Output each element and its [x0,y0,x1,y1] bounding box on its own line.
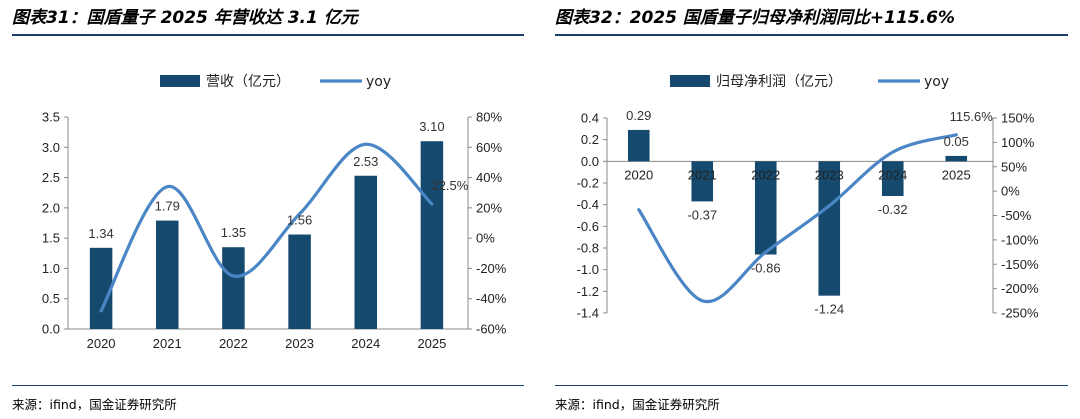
category-label: 2021 [153,336,182,351]
footer-divider-left [12,385,524,386]
category-label: 2022 [219,336,248,351]
left-axis-tick-label: -0.8 [577,241,599,256]
category-label: 2025 [942,167,971,182]
left-axis-tick-label: 2.5 [42,170,60,185]
yoy-data-label: 22.5% [431,178,468,193]
bar-data-label: 2.53 [353,154,378,169]
right-axis-tick-label: -150% [1001,257,1039,272]
bar-net-profit-2022 [754,161,777,255]
bar-data-label: 1.56 [287,213,312,228]
right-axis-tick-label: 80% [476,110,502,125]
category-label: 2020 [87,336,116,351]
right-axis-tick-label: 20% [476,200,502,215]
bar-data-label: 0.05 [944,134,969,149]
bar-data-label: 1.79 [155,199,180,214]
source-note-right: 来源：ifind，国金证券研究所 [555,397,720,412]
yoy-line-revenue [99,142,434,313]
bar-revenue-2020 [89,247,113,329]
category-label: 2024 [351,336,380,351]
bar-net-profit-2020 [627,129,650,162]
left-axis-tick-label: 1.5 [42,231,60,246]
bar-net-profit-2024 [881,161,904,196]
legend-line-label: yoy [366,74,391,90]
bar-data-label: 1.35 [221,225,246,240]
category-label: 2024 [878,167,907,182]
footer-divider-right [555,385,1068,386]
bar-revenue-2025 [420,141,444,329]
bar-data-label: -0.32 [878,202,908,217]
bar-revenue-2023 [288,234,311,329]
right-axis-tick-label: -250% [1001,306,1039,321]
left-axis-tick-label: 1.0 [42,261,60,276]
right-axis-tick-label: -50% [1001,208,1032,223]
bar-data-label: 3.10 [419,119,444,134]
right-axis-tick-label: -40% [476,291,507,306]
left-axis-tick-label: -1.4 [577,306,599,321]
category-label: 2023 [815,167,844,182]
right-axis-tick-label: 0% [476,231,495,246]
legend-bar-label: 营收（亿元） [206,74,290,90]
left-axis-tick-label: -1.0 [577,262,599,277]
title-divider-right [555,34,1068,36]
left-axis-tick-label: 2.0 [42,200,60,215]
left-axis-tick-label: -1.2 [577,284,599,299]
bar-data-label: -0.37 [687,207,717,222]
chart-title-net-profit: 图表32：2025 国盾量子归母净利润同比+115.6% [555,8,955,28]
right-axis-tick-label: 40% [476,170,502,185]
left-axis-tick-label: 0.5 [42,291,60,306]
bar-net-profit-2021 [691,161,714,202]
right-axis-tick-label: -60% [476,322,507,337]
category-label: 2023 [285,336,314,351]
category-label: 2020 [624,167,653,182]
bar-net-profit-2023 [818,161,841,296]
legend-line-label: yoy [924,74,949,90]
chart-title-revenue: 图表31：国盾量子 2025 年营收达 3.1 亿元 [12,8,358,28]
left-axis-tick-label: -0.4 [577,197,599,212]
source-note-left: 来源：ifind，国金证券研究所 [12,397,177,412]
legend-bar-swatch [670,75,710,87]
right-axis-tick-label: 100% [1001,135,1035,150]
left-axis-tick-label: 3.5 [42,110,60,125]
bar-net-profit-2025 [945,155,968,162]
right-axis-tick-label: 50% [1001,159,1027,174]
left-axis-tick-label: -0.2 [577,176,599,191]
left-axis-tick-label: 0.0 [42,322,60,337]
bar-revenue-2022 [222,247,245,329]
legend-bar-label: 归母净利润（亿元） [716,73,842,90]
category-label: 2025 [417,336,446,351]
bar-data-label: -0.86 [751,261,781,276]
left-axis-tick-label: 0.4 [581,111,599,126]
bar-revenue-2021 [156,220,179,329]
category-label: 2022 [751,167,780,182]
category-label: 2021 [688,167,717,182]
yoy-line-net-profit [637,133,958,304]
right-axis-tick-label: -100% [1001,232,1039,247]
bar-data-label: 1.34 [88,226,113,241]
left-axis-tick-label: 3.0 [42,140,60,155]
bar-data-label: -1.24 [814,302,844,317]
bar-data-label: 0.29 [626,108,651,123]
left-axis-tick-label: -0.6 [577,219,599,234]
right-axis-tick-label: -20% [476,261,507,276]
bar-revenue-2024 [354,175,377,329]
yoy-data-label: 115.6% [950,109,994,124]
right-axis-tick-label: 60% [476,140,502,155]
legend-bar-swatch [160,75,200,87]
right-axis-tick-label: -200% [1001,281,1039,296]
left-axis-tick-label: 0.2 [581,132,599,147]
left-axis-tick-label: 0.0 [581,154,599,169]
right-axis-tick-label: 0% [1001,184,1020,199]
right-axis-tick-label: 150% [1001,111,1035,126]
title-divider-left [12,34,524,36]
